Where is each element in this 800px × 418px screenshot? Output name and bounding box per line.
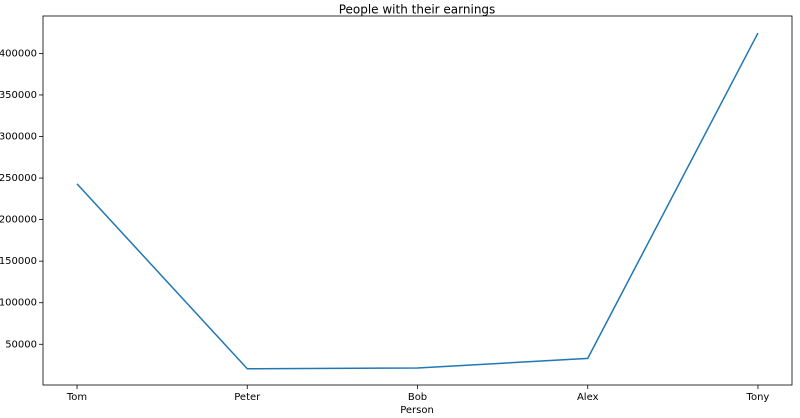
y-tick-label: 400000 — [0, 48, 37, 59]
x-tick-label: Alex — [577, 392, 599, 403]
x-tick-label: Bob — [408, 392, 427, 403]
line-series — [76, 32, 759, 370]
y-tick-label: 100000 — [0, 298, 37, 309]
x-tick-label: Peter — [234, 392, 261, 403]
y-tick-label: 300000 — [0, 132, 37, 143]
y-tick-label: 250000 — [0, 173, 37, 184]
y-tick-label: 150000 — [0, 256, 37, 267]
x-axis-label: Person — [400, 405, 434, 416]
y-tick-label: 200000 — [0, 215, 37, 226]
x-tick-label: Tom — [66, 392, 87, 403]
x-tick-label: Tony — [746, 392, 770, 403]
y-tick-label: 50000 — [5, 339, 37, 350]
y-tick-label: 350000 — [0, 90, 37, 101]
chart-title: People with their earnings — [339, 3, 496, 17]
plot-frame — [42, 15, 793, 386]
